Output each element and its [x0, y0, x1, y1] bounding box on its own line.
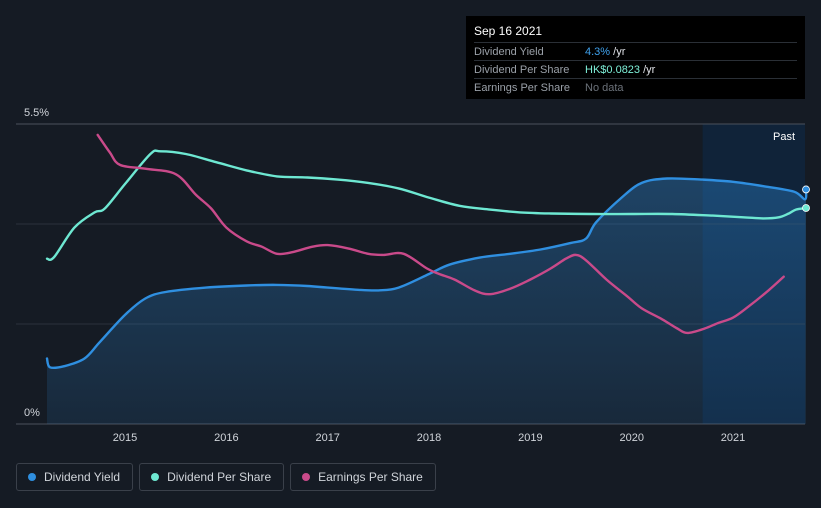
x-tick-label: 2015	[113, 432, 137, 444]
y-axis-top-label: 5.5%	[24, 107, 49, 119]
tooltip-unit: /yr	[610, 45, 626, 58]
tooltip-unit: /yr	[640, 63, 656, 76]
legend-item-earnings-per-share[interactable]: Earnings Per Share	[290, 463, 436, 491]
x-axis: 2015 2016 2017 2018 2019 2020 2021	[113, 432, 746, 444]
tooltip: Sep 16 2021 Dividend Yield 4.3% /yr Divi…	[466, 16, 805, 99]
y-axis-bottom-label: 0%	[24, 407, 40, 419]
series-end-marker-dps	[802, 204, 810, 212]
x-tick-label: 2016	[214, 432, 238, 444]
tooltip-row-yield: Dividend Yield 4.3% /yr	[474, 42, 797, 60]
series-line-dps	[45, 149, 808, 262]
tooltip-value: No data	[585, 81, 624, 94]
series-end-marker-yield	[802, 185, 810, 194]
tooltip-row-dps: Dividend Per Share HK$0.0823 /yr	[474, 60, 797, 78]
series-layer	[45, 133, 810, 424]
legend-label: Dividend Yield	[44, 470, 121, 484]
x-tick-label: 2019	[518, 432, 542, 444]
legend-label: Earnings Per Share	[318, 470, 423, 484]
legend: Dividend Yield Dividend Per Share Earnin…	[16, 463, 436, 491]
x-tick-label: 2017	[315, 432, 339, 444]
legend-label: Dividend Per Share	[167, 470, 272, 484]
series-line-eps	[96, 133, 785, 335]
tooltip-label: Dividend Per Share	[474, 63, 570, 76]
tooltip-value: HK$0.0823	[585, 63, 641, 76]
legend-item-dividend-yield[interactable]: Dividend Yield	[16, 463, 134, 491]
tooltip-date: Sep 16 2021	[474, 24, 543, 38]
tooltip-row-eps: Earnings Per Share No data	[474, 78, 797, 96]
series-area-yield	[47, 178, 807, 424]
past-label: Past	[773, 131, 795, 143]
legend-item-dividend-per-share[interactable]: Dividend Per Share	[139, 463, 285, 491]
x-tick-label: 2018	[417, 432, 441, 444]
tooltip-value: 4.3%	[585, 45, 611, 58]
legend-dot	[28, 473, 36, 481]
series-line-yield	[45, 177, 808, 370]
tooltip-label: Earnings Per Share	[474, 81, 570, 94]
tooltip-label: Dividend Yield	[474, 45, 544, 58]
legend-dot	[302, 473, 311, 481]
x-tick-label: 2020	[619, 432, 643, 444]
legend-dot	[151, 473, 160, 481]
x-tick-label: 2021	[721, 432, 745, 444]
